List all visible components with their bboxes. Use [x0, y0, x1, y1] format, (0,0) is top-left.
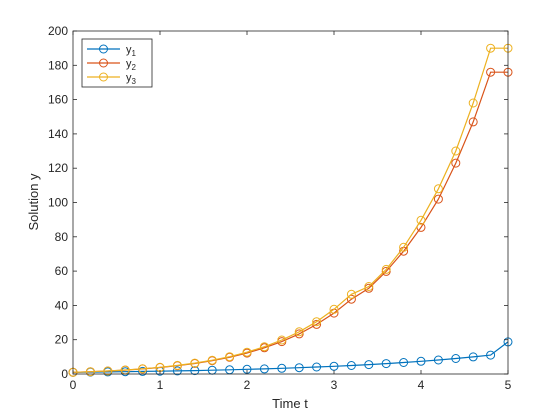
data-point-y3 — [468, 98, 478, 108]
data-point-y1 — [312, 362, 322, 372]
data-point-y1 — [416, 356, 426, 366]
legend-entry-y2: y2 — [87, 58, 137, 72]
legend-label: y2 — [126, 58, 137, 72]
data-point-y1 — [277, 363, 287, 373]
legend-marker — [99, 44, 108, 54]
data-point-y2 — [433, 194, 443, 204]
series-y3 — [68, 43, 513, 377]
data-point-y3 — [277, 335, 287, 345]
x-tick-label: 2 — [244, 378, 251, 392]
y-axis-title: Solution y — [26, 173, 41, 231]
x-tick-label: 0 — [70, 378, 77, 392]
y-tick-label: 60 — [55, 264, 69, 278]
legend-label: y3 — [126, 72, 137, 86]
x-axis-title: Time t — [272, 396, 308, 411]
data-point-y3 — [486, 43, 496, 53]
data-point-y1 — [433, 355, 443, 365]
y-tick-label: 0 — [61, 367, 68, 381]
data-point-y3 — [85, 367, 95, 377]
data-point-y3 — [399, 242, 409, 252]
data-point-y3 — [364, 282, 374, 291]
x-tick-label: 1 — [157, 378, 164, 392]
legend-entry-y3: y3 — [87, 72, 137, 86]
series-line-y3 — [72, 47, 508, 373]
data-point-y2 — [468, 117, 478, 127]
data-point-y3 — [312, 317, 322, 327]
data-point-y3 — [433, 184, 443, 194]
data-point-y2 — [486, 67, 496, 77]
data-point-y2 — [451, 158, 461, 168]
x-tick-label: 5 — [505, 378, 512, 392]
data-point-y1 — [172, 366, 182, 376]
x-tick-label: 3 — [331, 378, 338, 392]
data-point-y1 — [346, 361, 356, 370]
data-point-y1 — [381, 359, 391, 369]
data-point-y1 — [486, 350, 496, 360]
data-point-y1 — [468, 352, 478, 362]
data-point-y1 — [451, 354, 461, 363]
data-point-y1 — [294, 363, 304, 373]
y-tick-label: 200 — [48, 24, 68, 38]
data-point-y3 — [207, 355, 217, 365]
data-point-y1 — [399, 358, 409, 367]
legend-entry-y1: y1 — [87, 44, 137, 58]
data-point-y3 — [172, 360, 182, 370]
data-point-y3 — [329, 304, 339, 314]
y-tick-label: 100 — [48, 196, 68, 210]
data-point-y1 — [138, 366, 148, 376]
axes: 0 1 2 3 4 5 0 20 40 60 80 100 120 140 160 180 200 — [48, 24, 512, 392]
data-point-y2 — [346, 294, 356, 304]
data-point-y3 — [242, 347, 252, 357]
data-point-y3 — [225, 352, 235, 362]
legend-label: y1 — [126, 44, 137, 58]
plot-area — [68, 43, 513, 377]
legend-marker — [99, 58, 108, 68]
data-point-y3 — [346, 289, 356, 299]
data-point-y3 — [416, 215, 426, 225]
legend-marker — [99, 72, 108, 82]
y-tick-label: 20 — [55, 333, 69, 347]
y-tick-label: 160 — [48, 93, 68, 107]
y-tick-label: 180 — [48, 58, 68, 72]
data-point-y1 — [259, 364, 269, 374]
data-point-y3 — [190, 358, 200, 368]
data-point-y1 — [364, 360, 374, 370]
data-point-y3 — [259, 342, 269, 352]
x-tick-label: 4 — [418, 378, 425, 392]
y-tick-label: 140 — [48, 127, 68, 141]
y-tick-label: 80 — [55, 230, 69, 244]
data-point-y3 — [294, 327, 304, 337]
y-tick-label: 40 — [55, 298, 69, 312]
data-point-y3 — [451, 146, 461, 156]
data-point-y3 — [381, 264, 391, 274]
data-point-y3 — [138, 364, 148, 374]
data-point-y3 — [103, 366, 113, 376]
y-tick-label: 120 — [48, 161, 68, 175]
